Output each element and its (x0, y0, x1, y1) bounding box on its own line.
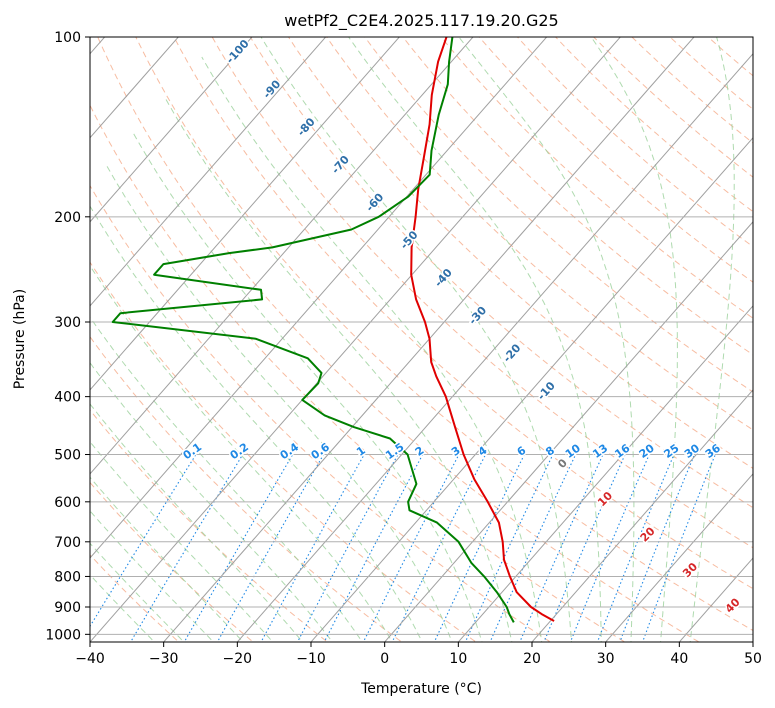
moist-adiabat-line (689, 37, 735, 642)
x-tick-label: 30 (597, 651, 615, 667)
y-tick-label: 100 (54, 30, 81, 46)
x-tick-label: 20 (523, 651, 541, 667)
y-tick-label: 300 (54, 315, 81, 331)
y-tick-label: 900 (54, 600, 81, 616)
mixing-ratio-line (90, 454, 197, 628)
y-axis-ticks: 1000 900 800 700 600 500 400 300 200 100 (45, 30, 90, 643)
profile-series (111, 37, 555, 623)
x-tick-label: 0 (380, 651, 389, 667)
y-tick-label: 600 (54, 495, 81, 511)
dry-adiabats (90, 37, 753, 642)
x-tick-label: 10 (449, 651, 467, 667)
dry-adiabat-line (364, 37, 753, 393)
x-tick-label: −20 (223, 651, 253, 667)
moist-adiabat-line (90, 441, 274, 642)
isotherm-line (605, 473, 753, 642)
moist-adiabat-line (260, 37, 572, 642)
moist-adiabat-line (590, 37, 678, 642)
isotherm-line (90, 37, 548, 559)
dry-adiabat-line (90, 184, 552, 642)
dry-adiabat-line (90, 335, 403, 642)
dry-adiabat-line (90, 261, 477, 642)
x-tick-label: −30 (149, 651, 179, 667)
y-axis-label: Pressure (hPa) (12, 289, 28, 389)
skewed-isotherms (90, 37, 753, 642)
x-axis-ticks: −40 −30 −20 −10 0 10 20 30 40 50 (75, 642, 762, 667)
y-tick-label: 500 (54, 448, 81, 464)
moist-adiabat-line (106, 165, 453, 642)
x-tick-label: −40 (75, 651, 105, 667)
x-axis-label: Temperature (°C) (360, 681, 482, 697)
dry-adiabat-line (211, 37, 753, 549)
dry-adiabat-line (90, 481, 254, 642)
isotherm-line (90, 37, 180, 139)
dry-adiabat-line (97, 37, 700, 642)
mixing-ratio-line (569, 454, 650, 642)
moist-adiabat-line (90, 205, 423, 642)
dry-adiabat-line (90, 409, 329, 642)
isotherm-line (90, 37, 401, 391)
y-tick-label: 700 (54, 535, 81, 551)
isotherm-line (90, 37, 474, 475)
moist-adiabat-line (348, 37, 602, 642)
moist-adiabat-line (90, 361, 333, 642)
dry-adiabat-line (90, 554, 180, 642)
isotherm-line (310, 137, 753, 642)
isotherm-line (90, 37, 327, 307)
mixing-ratio-line (596, 454, 675, 642)
y-tick-label: 800 (54, 569, 81, 585)
temperature-profile-line (410, 37, 555, 622)
moist-adiabat-line (90, 574, 156, 642)
x-tick-label: 40 (670, 651, 688, 667)
mixing-ratio-line (433, 454, 525, 642)
mixing-ratio-line (619, 454, 696, 642)
isotherm-line (457, 305, 753, 642)
isotherm-line (90, 37, 253, 223)
isotherm-line (384, 221, 753, 642)
moist-adiabat-line (90, 542, 185, 642)
y-tick-label: 1000 (45, 627, 81, 643)
moist-adiabat-line (164, 96, 513, 642)
isotherm-line (531, 389, 753, 642)
dry-adiabat-line (173, 37, 753, 590)
isotherm-line (163, 37, 695, 642)
moist-adiabat-line (458, 37, 635, 642)
isotherm-line (90, 37, 622, 642)
moist-adiabat-line (90, 476, 244, 642)
dry-adiabat-line (402, 37, 753, 356)
y-tick-label: 400 (54, 390, 81, 406)
moist-adiabat-line (90, 264, 393, 642)
chart-title: wetPf2_C2E4.2025.117.19.20.G25 (284, 11, 558, 31)
x-tick-label: 50 (744, 651, 762, 667)
isobar-gridlines (90, 37, 753, 635)
moist-adiabat-line (90, 510, 215, 642)
isotherm-line (236, 52, 753, 642)
mixing-ratio-line (323, 454, 424, 642)
mixing-ratio-line (296, 454, 399, 642)
plot-frame (89, 36, 754, 643)
dry-adiabat-line (325, 37, 753, 431)
y-tick-label: 200 (54, 210, 81, 226)
mixing-ratio-line (362, 454, 460, 642)
mixing-ratio-line (543, 454, 626, 642)
dry-adiabat-line (287, 37, 753, 469)
moist-adiabat-line (201, 56, 543, 642)
dry-adiabat-line (90, 104, 626, 642)
dry-adiabat-line (249, 37, 753, 509)
x-tick-label: −10 (296, 651, 326, 667)
dewpoint-profile-line (111, 37, 515, 623)
